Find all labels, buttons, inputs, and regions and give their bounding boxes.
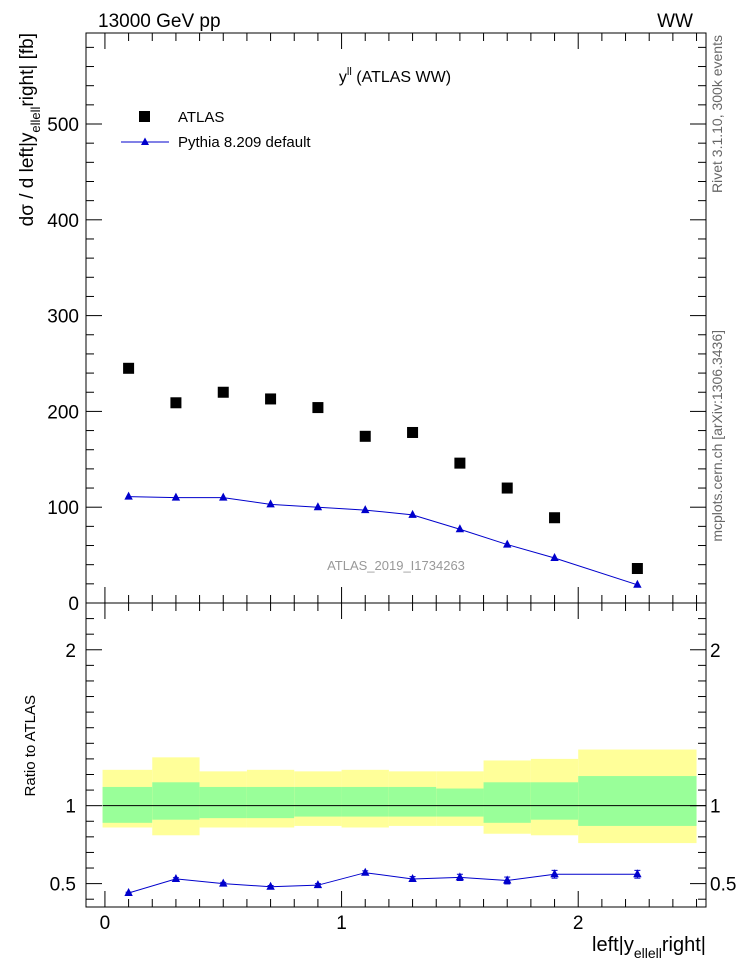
x-axis-label-b: right| (662, 934, 706, 956)
pythia-point (266, 499, 275, 508)
atlas-point (359, 430, 371, 442)
process-label: WW (657, 11, 693, 32)
ratio-line (128, 872, 638, 894)
atlas-point (170, 397, 182, 409)
ratio-x-axis: 0 1 2 (100, 603, 698, 934)
main-y-tick-label: 200 (47, 402, 79, 423)
main-y-tick-label: 400 (47, 211, 79, 232)
ratio-point (266, 881, 275, 890)
y-axis-label-sub: ellell (28, 106, 43, 132)
plot-title: yll (ATLAS WW) (339, 66, 451, 86)
ratio-point (219, 878, 228, 887)
ratio-y-tick-label-right: 0.5 (710, 875, 736, 896)
atlas-point (217, 386, 229, 398)
atlas-series (123, 362, 643, 575)
pythia-point (633, 579, 642, 588)
ratio-point (550, 869, 559, 878)
pythia-point (219, 492, 228, 501)
legend: ATLAS Pythia 8.209 default (121, 109, 311, 151)
inner-uncertainty-band (483, 782, 531, 823)
pythia-point (550, 552, 559, 561)
inner-uncertainty-band (102, 786, 153, 823)
y-axis-label-a: dσ / d left|y (17, 132, 38, 226)
pythia-point (503, 539, 512, 548)
ratio-point (455, 872, 465, 881)
ratio-point (408, 873, 417, 882)
y-axis-label-b: right| [fb] (17, 33, 38, 107)
pythia-point (455, 524, 465, 533)
main-y-tick-label: 100 (47, 498, 79, 519)
pythia-point (124, 491, 133, 500)
ratio-series (124, 867, 642, 896)
plot-title-rest: (ATLAS WW) (352, 69, 451, 86)
pythia-point (171, 492, 181, 501)
main-y-axis: 0 100 200 300 400 500 (47, 46, 706, 615)
mcplots-label: mcplots.cern.ch [arXiv:1306.3436] (709, 330, 725, 542)
atlas-point (631, 563, 643, 575)
atlas-point (312, 402, 324, 414)
pythia-series (124, 491, 642, 588)
pythia-point (408, 509, 417, 518)
ratio-plot-frame (85, 602, 707, 908)
ratio-point (503, 875, 512, 884)
plot-title-sup: ll (347, 66, 352, 78)
ratio-point (633, 869, 642, 878)
uncertainty-bands (102, 749, 697, 844)
ratio-point (171, 873, 181, 882)
atlas-point (549, 512, 561, 524)
legend-atlas-marker (139, 111, 150, 122)
main-y-tick-label: 500 (47, 115, 79, 136)
ratio-y-tick-label-left: 2 (65, 641, 76, 662)
main-x-axis (104, 33, 698, 603)
ratio-x-tick-label: 1 (336, 913, 347, 934)
inner-uncertainty-band (341, 786, 389, 817)
main-y-tick-label: 0 (68, 594, 79, 615)
plot-title-main: y (339, 69, 347, 86)
pythia-point (313, 502, 323, 511)
inner-uncertainty-band (246, 786, 295, 819)
ratio-point (313, 880, 323, 889)
atlas-point (407, 426, 419, 438)
inner-uncertainty-band (294, 786, 342, 817)
inner-uncertainty-band (199, 786, 247, 819)
x-axis-label-a: left|y (592, 934, 634, 956)
ratio-y-axis: 0.5 0.5 1 1 2 2 (50, 618, 736, 900)
ratio-panel: 0.5 0.5 1 1 2 2 0 1 2 Ratio to ATLAS left|yelle… (22, 602, 736, 961)
ratio-y-tick-label-left: 0.5 (50, 875, 76, 896)
ratio-y-axis-label: Ratio to ATLAS (22, 695, 39, 796)
inner-uncertainty-band (578, 776, 697, 826)
main-panel: 0 100 200 300 400 500 yll (ATLAS WW) dσ / d l… (17, 32, 707, 615)
ratio-y-tick-label-right: 1 (710, 797, 721, 818)
atlas-point (123, 362, 135, 374)
inner-uncertainty-band (152, 782, 200, 820)
atlas-point (454, 457, 466, 469)
ratio-y-tick-label-right: 2 (710, 641, 721, 662)
ratio-point (361, 867, 370, 876)
atlas-point (265, 393, 277, 405)
x-axis-label-sub: ellell (634, 945, 662, 961)
x-axis-label: left|yellellright| (592, 934, 706, 961)
inner-uncertainty-band (436, 788, 484, 817)
ratio-y-tick-label-left: 1 (65, 797, 76, 818)
y-axis-label: dσ / d left|yellellright| [fb] (17, 33, 43, 226)
atlas-point (501, 482, 513, 494)
ratio-point (124, 887, 133, 896)
ratio-x-tick-label: 0 (100, 913, 111, 934)
ratio-x-tick-label: 2 (573, 913, 584, 934)
rivet-label: Rivet 3.1.10, 300k events (709, 35, 725, 193)
legend-pythia-marker (141, 137, 149, 145)
pythia-point (361, 505, 370, 514)
main-y-tick-label: 300 (47, 307, 79, 328)
energy-label: 13000 GeV pp (98, 11, 221, 32)
legend-pythia-label: Pythia 8.209 default (178, 134, 311, 151)
watermark: ATLAS_2019_I1734263 (327, 558, 465, 573)
legend-atlas-label: ATLAS (178, 109, 224, 126)
inner-uncertainty-band (388, 786, 437, 817)
inner-uncertainty-band (530, 782, 579, 820)
